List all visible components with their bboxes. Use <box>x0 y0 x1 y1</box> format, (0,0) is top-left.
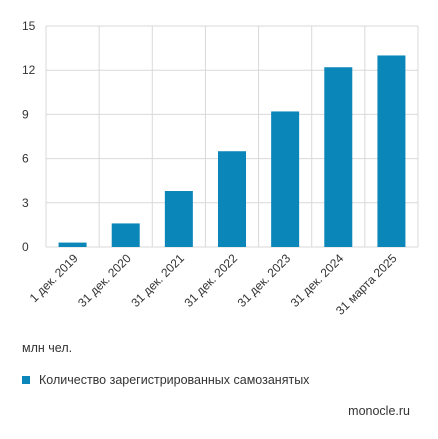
y-tick-label: 12 <box>22 63 36 77</box>
unit-label: млн чел. <box>22 341 73 355</box>
y-tick-label: 15 <box>22 19 36 33</box>
legend-label: Количество зарегистрированных самозаняты… <box>39 373 310 387</box>
y-tick-label: 9 <box>22 107 29 121</box>
legend-swatch <box>22 376 30 384</box>
x-tick-label: 31 дек. 2024 <box>288 251 347 310</box>
x-tick-label: 31 дек. 2021 <box>128 251 187 310</box>
x-tick-label: 31 дек. 2020 <box>75 251 134 310</box>
bar <box>111 223 140 247</box>
x-tick-label: 31 дек. 2022 <box>181 251 240 310</box>
y-tick-label: 6 <box>22 152 29 166</box>
bar <box>58 242 87 247</box>
bar <box>218 151 246 247</box>
y-tick-label: 0 <box>22 240 29 254</box>
y-tick-label: 3 <box>22 196 29 210</box>
source-label: monocle.ru <box>348 404 410 418</box>
x-tick-label: 1 дек. 2019 <box>27 251 81 305</box>
bar <box>164 191 193 247</box>
x-tick-label: 31 дек. 2023 <box>235 251 294 310</box>
bar <box>324 67 353 248</box>
legend: Количество зарегистрированных самозаняты… <box>22 373 309 387</box>
bar <box>377 55 406 247</box>
bar <box>271 111 300 247</box>
